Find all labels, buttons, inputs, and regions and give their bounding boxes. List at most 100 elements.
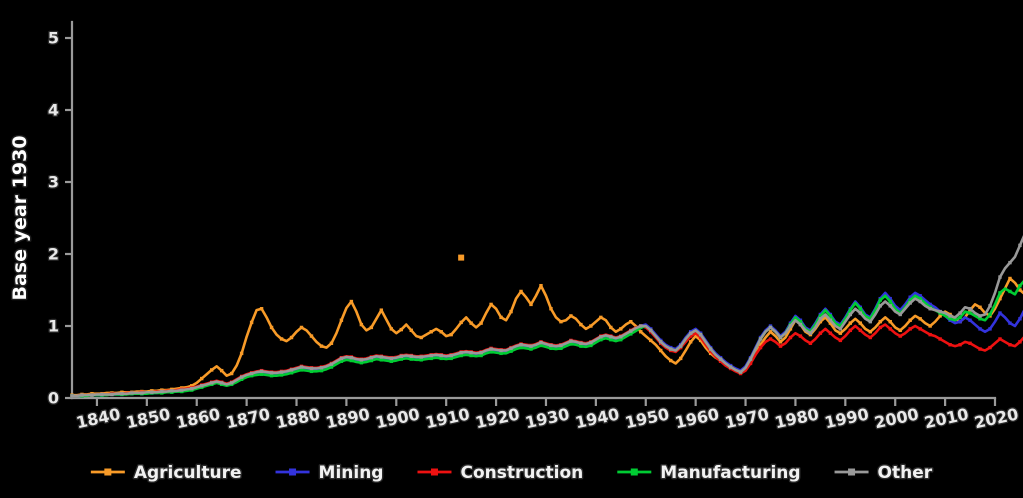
series-marker	[439, 356, 443, 361]
series-marker	[908, 301, 912, 305]
legend-item-other[interactable]: Other	[834, 462, 934, 484]
x-tick-label: 1960	[673, 404, 721, 432]
legend-item-agriculture[interactable]: Agriculture	[90, 462, 243, 484]
series-marker	[978, 347, 982, 351]
series-marker	[329, 362, 334, 366]
series-marker	[80, 393, 84, 397]
series-marker	[828, 314, 833, 318]
series-marker	[369, 358, 374, 363]
series-marker	[958, 319, 962, 324]
series-marker	[629, 332, 633, 336]
series-marker	[998, 275, 1002, 279]
series-marker	[449, 353, 453, 358]
series-marker	[559, 346, 563, 351]
series-marker	[190, 386, 194, 391]
legend-item-mining[interactable]: Mining	[275, 462, 385, 484]
series-marker	[229, 371, 234, 376]
series-marker	[978, 327, 982, 331]
series-marker	[728, 365, 733, 369]
series-line	[70, 291, 1023, 398]
series-marker	[419, 358, 423, 362]
series-marker	[898, 328, 902, 333]
series-marker	[908, 327, 912, 331]
series-marker	[459, 350, 463, 355]
series-marker	[499, 348, 503, 353]
legend-label: Mining	[319, 463, 384, 483]
series-marker	[698, 332, 703, 337]
series-marker	[1018, 317, 1022, 321]
series-marker	[948, 317, 952, 321]
series-marker	[868, 330, 872, 334]
series-marker	[409, 354, 413, 358]
series-marker	[988, 345, 992, 350]
x-tick-label: 1870	[224, 404, 272, 432]
series-marker	[908, 318, 912, 322]
series-marker	[489, 347, 493, 351]
x-tick-label: 2010	[923, 404, 971, 432]
series-marker	[599, 337, 603, 342]
series-marker	[180, 388, 184, 392]
series-marker	[569, 342, 573, 346]
series-marker	[928, 307, 932, 311]
series-marker	[708, 351, 713, 356]
series-marker	[808, 331, 813, 335]
series-marker	[309, 369, 314, 374]
series-mining	[70, 291, 1023, 398]
series-marker	[389, 356, 394, 361]
series-marker	[828, 318, 833, 322]
y-tick-label: 1	[48, 317, 59, 336]
series-marker	[848, 312, 853, 317]
series-marker	[659, 348, 663, 353]
series-marker	[698, 335, 703, 340]
x-tick-label: 1950	[623, 404, 671, 432]
series-marker	[609, 325, 613, 330]
series-marker	[878, 325, 882, 330]
y-tick-label: 2	[48, 245, 59, 264]
series-marker	[619, 327, 623, 331]
series-marker	[998, 291, 1002, 295]
series-marker	[559, 319, 563, 324]
series-marker	[938, 309, 942, 314]
x-tick-label: 1910	[424, 404, 472, 432]
series-marker	[449, 356, 453, 361]
series-marker	[469, 321, 473, 325]
series-marker	[688, 331, 693, 335]
series-marker	[429, 356, 433, 361]
series-marker	[459, 353, 463, 358]
series-marker	[519, 289, 523, 294]
legend-marker	[430, 468, 438, 476]
series-marker	[968, 318, 972, 322]
legend-item-manufacturing[interactable]: Manufacturing	[617, 462, 802, 484]
series-marker	[669, 358, 673, 363]
series-marker	[878, 298, 882, 302]
series-marker	[559, 343, 563, 348]
series-marker	[259, 307, 264, 311]
series-marker	[688, 334, 693, 338]
legend: Agriculture Mining Construction Manufacturi…	[90, 462, 934, 484]
y-axis-ticks: 0 1 2 3 4 5	[47, 27, 72, 409]
series-marker	[619, 337, 623, 342]
series-marker	[489, 350, 493, 354]
series-marker	[1008, 321, 1012, 325]
series-marker	[160, 389, 164, 394]
series-marker	[669, 347, 673, 351]
legend-item-construction[interactable]: Construction	[417, 462, 585, 484]
series-marker	[988, 312, 992, 317]
series-marker	[908, 295, 912, 299]
axes	[70, 20, 997, 400]
series-marker	[289, 368, 294, 372]
series-marker	[1008, 276, 1012, 281]
series-marker	[998, 337, 1002, 341]
series-marker	[629, 329, 633, 333]
x-tick-label: 1840	[75, 404, 123, 432]
series-marker	[1008, 289, 1012, 294]
legend-marker	[289, 468, 297, 476]
series-marker	[529, 302, 533, 307]
series-marker	[758, 345, 763, 350]
series-marker	[399, 357, 403, 361]
series-marker	[609, 335, 613, 339]
series-marker	[828, 321, 833, 325]
series-marker	[818, 317, 823, 321]
series-marker	[938, 337, 942, 341]
series-marker	[229, 381, 234, 385]
